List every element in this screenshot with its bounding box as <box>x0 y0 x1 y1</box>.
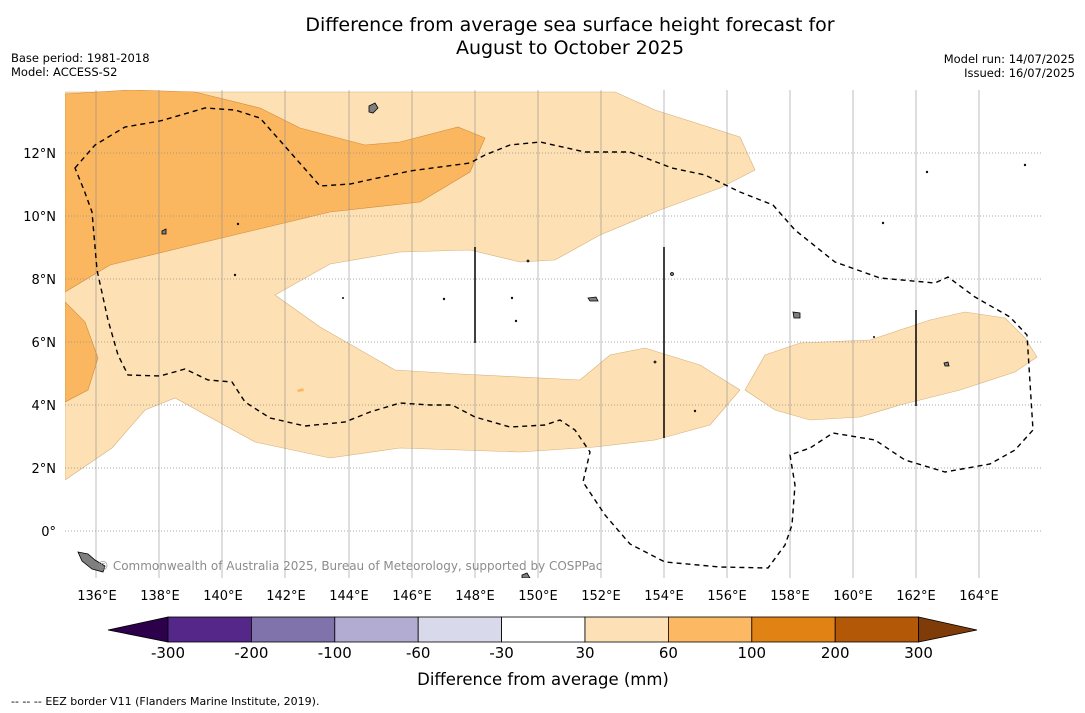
lon-label-148e: 148°E <box>455 589 495 604</box>
anomaly-region-30-60-east <box>744 311 1038 421</box>
islet-9 <box>693 409 697 413</box>
colorbar-title: Difference from average (mm) <box>417 670 669 689</box>
lon-label-146e: 146°E <box>392 589 432 604</box>
cb-tick-4: -60 <box>406 644 431 662</box>
anomaly-region-60-100 <box>65 90 486 293</box>
eez-border-west <box>74 107 1034 569</box>
lon-label-156e: 156°E <box>707 589 747 604</box>
island-west-small <box>161 228 167 235</box>
island-far-east <box>943 361 950 367</box>
islet-13 <box>341 296 344 299</box>
colorbar-box-8 <box>751 616 836 643</box>
map-area: © Commonwealth of Australia 2025, Bureau… <box>65 90 1043 578</box>
colorbar-tick-labels: -300 -200 -100 -60 -30 30 60 100 200 300 <box>151 644 933 662</box>
title-line-2: August to October 2025 <box>455 37 685 59</box>
model-info: Base period: 1981-2018 Model: ACCESS-S2 <box>11 51 150 79</box>
latitude-labels: 12°N 10°N 8°N 6°N 4°N 2°N 0° <box>23 147 56 540</box>
islet-8 <box>514 319 518 323</box>
lon-label-160e: 160°E <box>833 589 873 604</box>
cb-tick-5: -30 <box>489 644 514 662</box>
lat-label-4n: 4°N <box>32 399 57 414</box>
island-south <box>521 572 531 578</box>
lat-label-8n: 8°N <box>32 273 57 288</box>
cb-tick-1: -300 <box>151 644 185 662</box>
colorbar-over-arrow <box>918 616 978 643</box>
lat-label-0: 0° <box>41 525 56 540</box>
island-north <box>368 102 379 114</box>
islet-7 <box>510 296 514 300</box>
eez-borders <box>74 107 1034 569</box>
cb-tick-9: 200 <box>821 644 850 662</box>
colorbar-box-3 <box>334 616 419 643</box>
lon-label-136e: 136°E <box>77 589 117 604</box>
cb-tick-8: 100 <box>737 644 766 662</box>
colorbar <box>107 616 978 643</box>
lon-label-138e: 138°E <box>140 589 180 604</box>
transect-lines <box>474 247 917 438</box>
islet-11 <box>925 170 929 174</box>
title-line-1: Difference from average sea surface heig… <box>305 14 835 36</box>
latitude-gridlines <box>65 152 1043 532</box>
colorbar-box-2 <box>250 616 336 643</box>
lon-label-154e: 154°E <box>644 589 684 604</box>
cb-tick-2: -200 <box>234 644 268 662</box>
anomaly-spot <box>297 388 304 392</box>
islet-6 <box>442 297 446 301</box>
island-southwest <box>77 551 106 573</box>
islet-1 <box>670 272 674 276</box>
cb-tick-6: 30 <box>575 644 594 662</box>
anomaly-region-60-100-west <box>65 301 99 403</box>
islet-10 <box>881 221 885 225</box>
lat-label-12n: 12°N <box>23 147 56 162</box>
islet-4 <box>236 222 240 226</box>
eez-legend-text: EEZ border V11 (Flanders Marine Institut… <box>45 695 320 708</box>
colorbar-box-7 <box>668 616 753 643</box>
cb-tick-3: -100 <box>318 644 352 662</box>
islet-3 <box>653 360 657 364</box>
colorbar-box-9 <box>834 616 920 643</box>
islet-12 <box>1023 163 1027 167</box>
lat-label-10n: 10°N <box>23 210 56 225</box>
lon-label-162e: 162°E <box>896 589 936 604</box>
copyright-notice: © Commonwealth of Australia 2025, Bureau… <box>97 559 602 573</box>
islet-5 <box>233 273 237 277</box>
lat-label-2n: 2°N <box>32 462 57 477</box>
cb-tick-10: 300 <box>904 644 933 662</box>
islet-14 <box>873 335 876 338</box>
lon-label-152e: 152°E <box>581 589 621 604</box>
island-east <box>792 311 801 319</box>
lon-label-164e: 164°E <box>959 589 999 604</box>
colorbar-box-5 <box>501 616 586 643</box>
lon-label-150e: 150°E <box>518 589 558 604</box>
lat-label-6n: 6°N <box>32 336 57 351</box>
eez-legend: -- -- -- EEZ border V11 (Flanders Marine… <box>11 695 319 708</box>
lon-label-144e: 144°E <box>329 589 369 604</box>
colorbar-box-4 <box>417 616 503 643</box>
colorbar-under-arrow <box>107 616 169 643</box>
lon-label-142e: 142°E <box>266 589 306 604</box>
cb-tick-7: 60 <box>659 644 678 662</box>
longitude-labels: 136°E 138°E 140°E 142°E 144°E 146°E 148°… <box>77 589 999 604</box>
eez-legend-symbol: -- -- -- <box>11 695 42 708</box>
run-info: Model run: 14/07/2025 Issued: 16/07/2025 <box>944 52 1075 80</box>
islet-2 <box>526 259 530 263</box>
land-islands <box>77 102 1027 578</box>
map-title: Difference from average sea surface heig… <box>0 14 1085 60</box>
colorbar-box-1 <box>167 616 252 643</box>
model-run-date: Model run: 14/07/2025 <box>943 52 1075 66</box>
island-central <box>587 296 599 302</box>
issued-date: Issued: 16/07/2025 <box>964 66 1075 80</box>
lon-label-140e: 140°E <box>203 589 243 604</box>
colorbar-box-6 <box>584 616 669 643</box>
lon-label-158e: 158°E <box>770 589 810 604</box>
model-name: Model: ACCESS-S2 <box>11 65 118 79</box>
base-period: Base period: 1981-2018 <box>11 51 150 65</box>
